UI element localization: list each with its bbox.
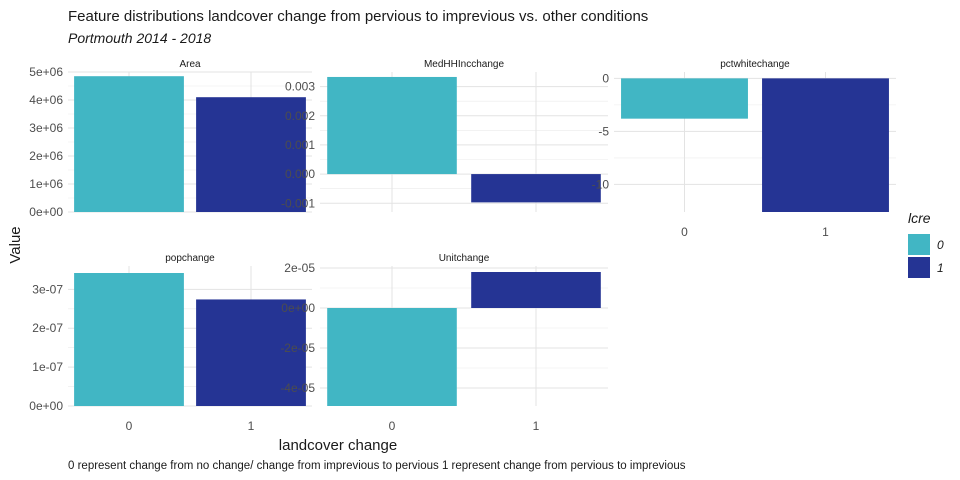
bar-MedHHIncchange-0 [327, 76, 457, 175]
facet-panel-Area: Area 0e+00 1e+06 2e+06 3e+06 4e+06 5e+06 [29, 59, 312, 219]
facet-panel-pctwhitechange: pctwhitechange -10 -5 0 0 1 [592, 59, 896, 239]
x-tick-label: 0 [681, 225, 688, 239]
y-tick-label: 2e-05 [284, 261, 315, 275]
facet-panel-MedHHIncchange: MedHHIncchange -0.001 0.000 0.001 0.002 0.003 [281, 59, 608, 212]
y-tick-label: 4e+06 [29, 93, 63, 107]
bar-Area-1 [196, 97, 306, 212]
y-axis-label: Value [7, 226, 24, 263]
bar-Unitchange-0 [327, 308, 457, 406]
y-tick-label: 0e+00 [281, 301, 315, 315]
bar-pctwhitechange-1 [762, 78, 889, 212]
facet-panel-popchange: popchange 0e+00 1e-07 2e-07 3e-07 0 1 [29, 253, 312, 433]
facet-strip-label: Unitchange [439, 253, 490, 264]
x-tick-label: 1 [822, 225, 829, 239]
x-tick-label: 0 [126, 419, 133, 433]
facet-strip-label: popchange [165, 253, 215, 264]
legend-key-0 [908, 234, 930, 255]
x-tick-label: 1 [248, 419, 255, 433]
y-tick-label: 0.002 [285, 109, 315, 123]
y-tick-label: 5e+06 [29, 65, 63, 79]
y-tick-label: -2e-05 [280, 341, 315, 355]
facet-panels: Area 0e+00 1e+06 2e+06 3e+06 4e+06 5e+06 MedHHI… [29, 59, 896, 433]
y-tick-label: 0.000 [285, 167, 315, 181]
y-tick-label: 2e+06 [29, 149, 63, 163]
bar-Unitchange-1 [471, 272, 601, 308]
bar-Area-0 [74, 76, 184, 212]
legend-label-1: 1 [937, 261, 944, 275]
y-tick-label: 0e+00 [29, 399, 63, 413]
facet-panel-Unitchange: Unitchange -4e-05 -2e-05 0e+00 2e-05 0 1 [280, 253, 608, 433]
x-axis-label: landcover change [279, 437, 397, 454]
legend-label-0: 0 [937, 238, 944, 252]
chart-title: Feature distributions landcover change f… [68, 8, 649, 25]
chart-caption: 0 represent change from no change/ chang… [68, 460, 686, 472]
bar-popchange-0 [74, 273, 184, 406]
facet-strip-label: MedHHIncchange [424, 59, 504, 70]
legend-key-1 [908, 257, 930, 278]
y-tick-label: -0.001 [281, 196, 315, 210]
y-tick-label: 0.001 [285, 138, 315, 152]
y-tick-label: 1e+06 [29, 177, 63, 191]
bar-pctwhitechange-0 [621, 78, 748, 119]
y-tick-label: 0.003 [285, 80, 315, 94]
x-tick-label: 0 [389, 419, 396, 433]
facet-strip-label: pctwhitechange [720, 59, 790, 70]
y-tick-label: 3e+06 [29, 121, 63, 135]
legend-title: lcre [908, 210, 931, 226]
y-tick-label: -10 [592, 177, 610, 191]
x-tick-label: 1 [533, 419, 540, 433]
y-tick-label: 3e-07 [32, 282, 63, 296]
y-tick-label: 1e-07 [32, 360, 63, 374]
chart-subtitle: Portmouth 2014 - 2018 [68, 30, 212, 46]
bar-MedHHIncchange-1 [471, 174, 601, 203]
facet-strip-label: Area [179, 59, 201, 70]
bar-popchange-1 [196, 299, 306, 406]
y-tick-label: -5 [598, 124, 609, 138]
y-tick-label: 0e+00 [29, 205, 63, 219]
y-tick-label: -4e-05 [280, 381, 315, 395]
y-tick-label: 2e-07 [32, 321, 63, 335]
y-tick-label: 0 [602, 71, 609, 85]
legend: lcre 0 1 [908, 210, 944, 278]
